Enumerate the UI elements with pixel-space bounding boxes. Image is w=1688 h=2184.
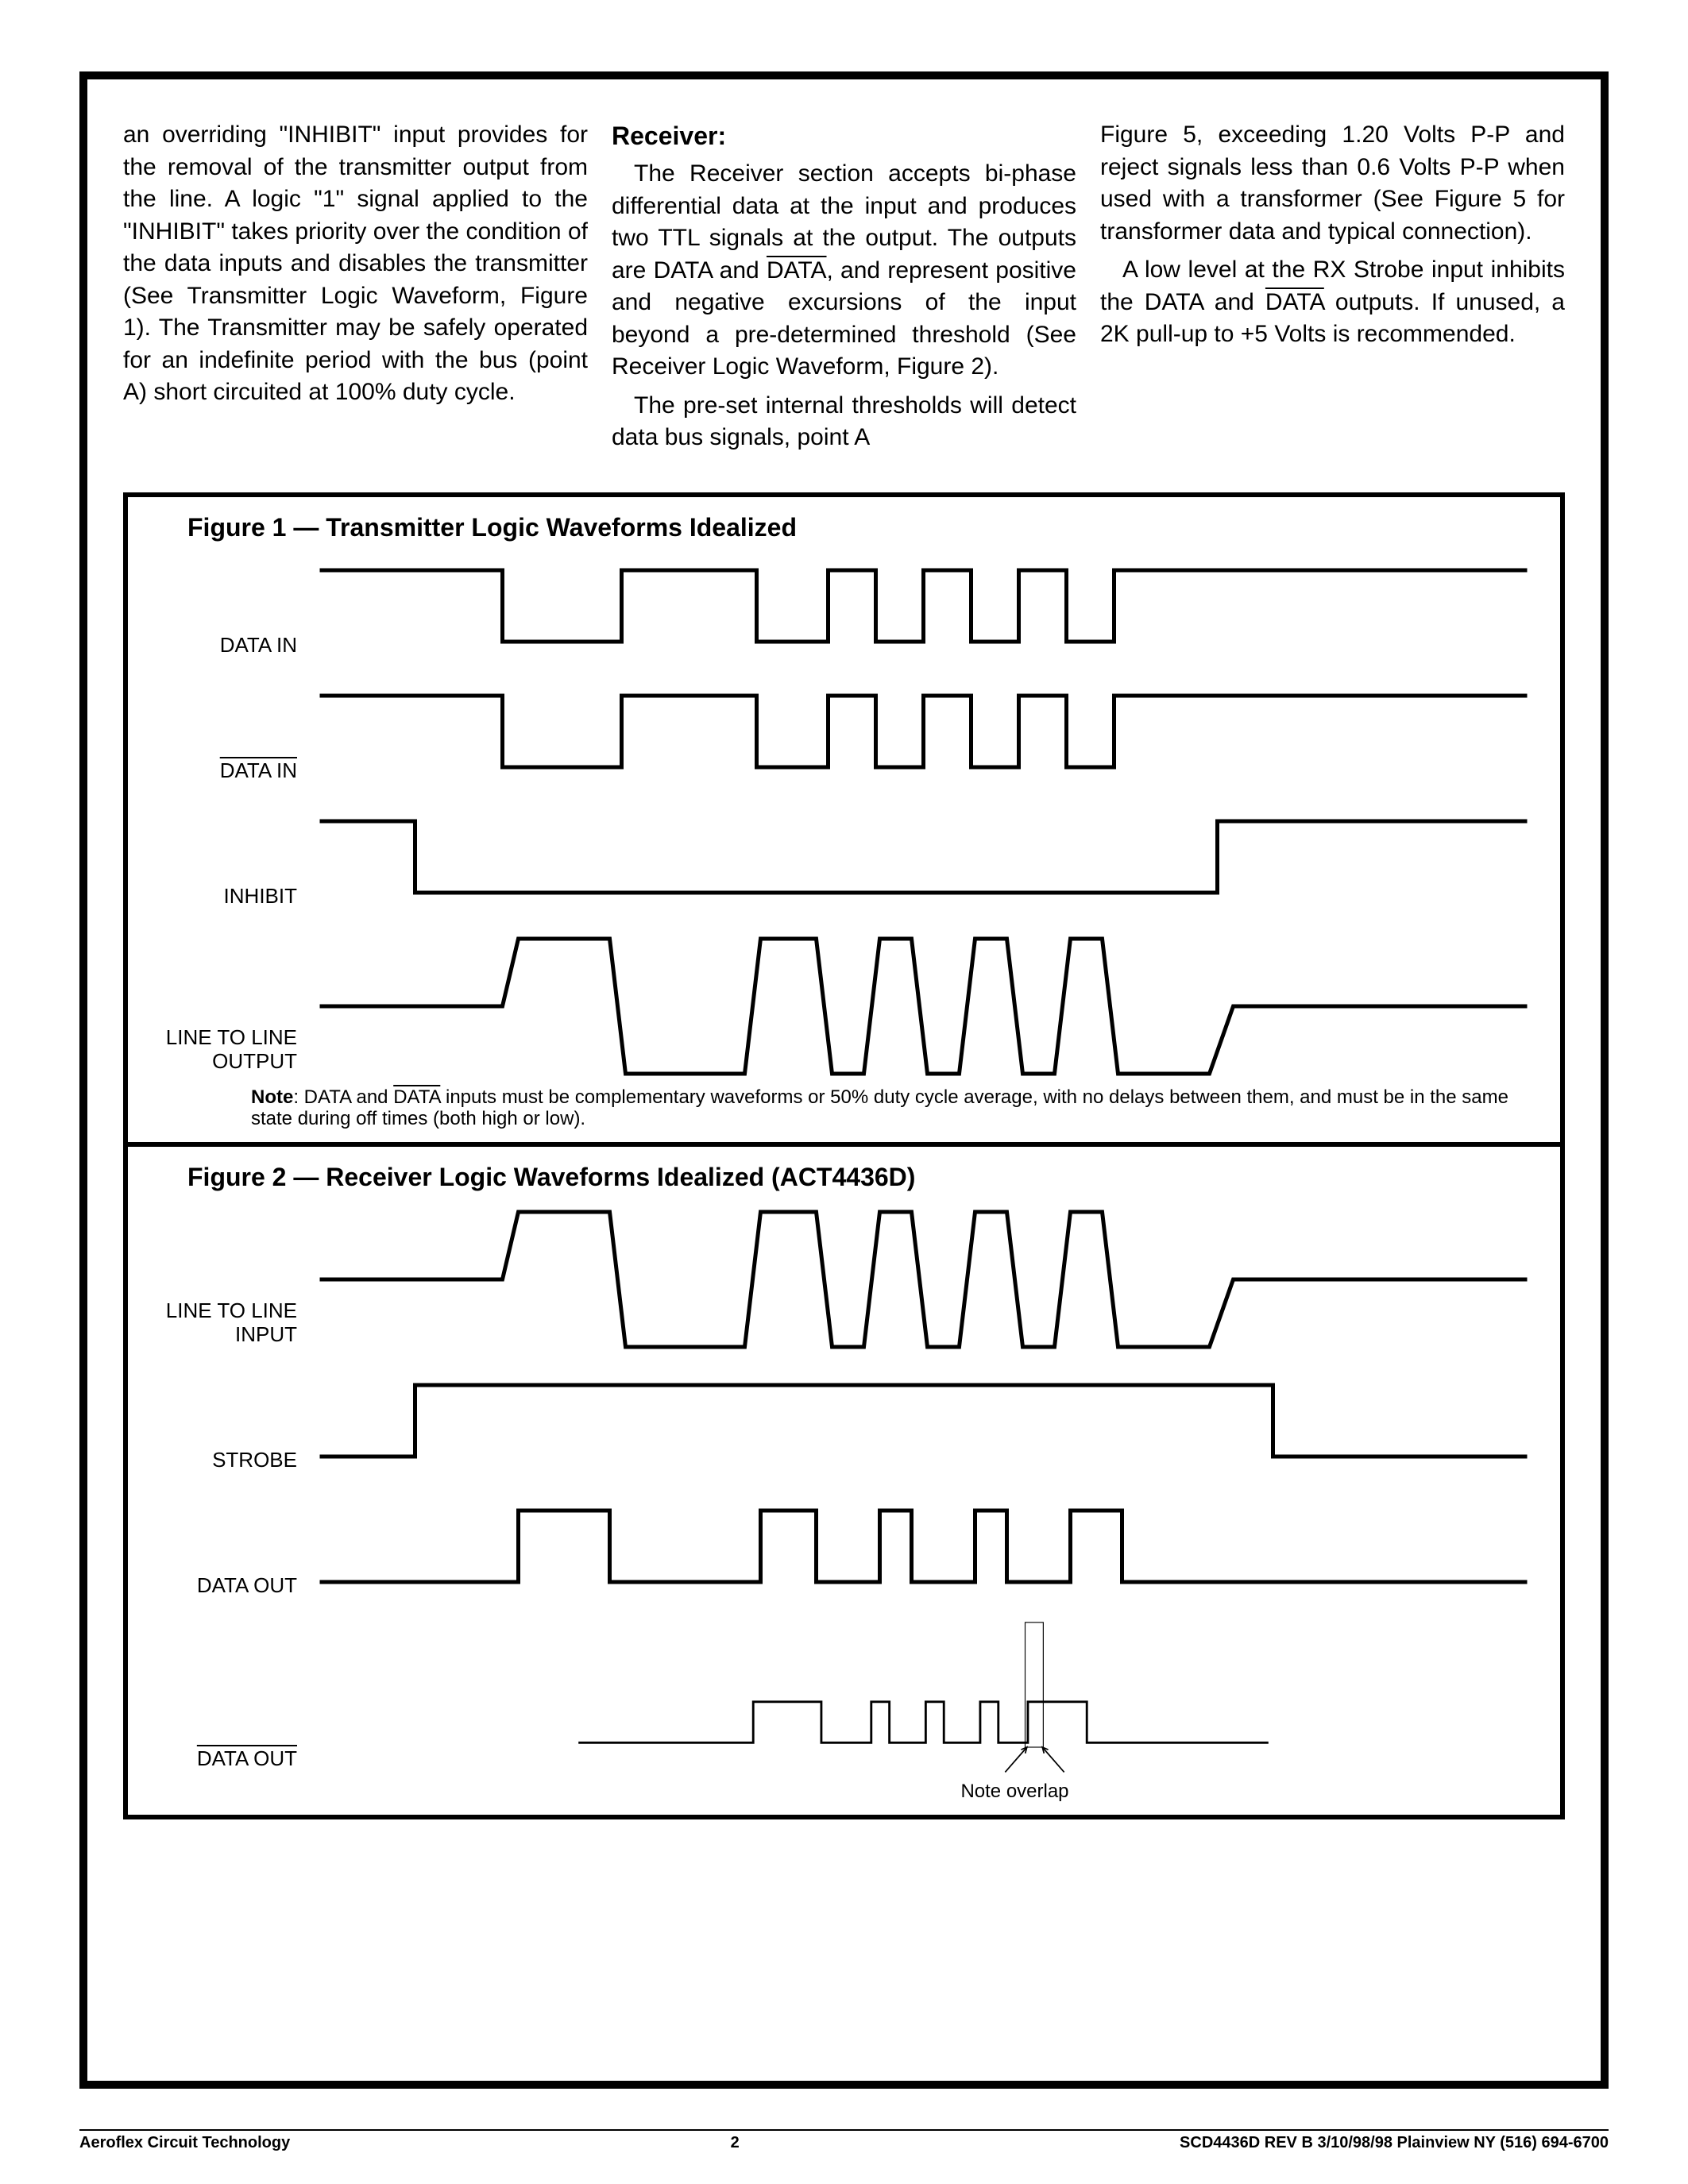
figure-1-note: Note: DATA and DATA inputs must be compl… (148, 1086, 1540, 1130)
waveform-inhibit: INHIBIT (148, 805, 1540, 916)
label-data-out: DATA OUT (148, 1495, 307, 1606)
label-data-in-bar: DATA IN (148, 680, 307, 791)
page-frame: an overriding "INHIBIT" input provides f… (79, 71, 1609, 2089)
col3-paragraph-2: A low level at the RX Strobe input inhib… (1100, 254, 1565, 351)
footer-left: Aeroflex Circuit Technology (79, 2134, 290, 2152)
figure-1-title: Figure 1 — Transmitter Logic Waveforms I… (148, 513, 1540, 542)
waveform-data-out-bar: DATA OUT (148, 1620, 1540, 1779)
overlap-arrows (1005, 1747, 1064, 1772)
waveform-strobe: STROBE (148, 1369, 1540, 1480)
label-strobe: STROBE (148, 1369, 307, 1480)
waveform-data-in-bar: DATA IN (148, 680, 1540, 791)
wave-line-output (307, 931, 1540, 1082)
wave-data-out (307, 1495, 1540, 1606)
column-3: Figure 5, exceeding 1.20 Volts P-P and r… (1100, 119, 1565, 461)
wave-line-input (307, 1204, 1540, 1355)
label-line-input: LINE TO LINE INPUT (148, 1204, 307, 1355)
wave-strobe (307, 1369, 1540, 1480)
col2-paragraph-2: The pre-set internal thresholds will det… (612, 390, 1076, 454)
wave-data-in (307, 554, 1540, 666)
figure-1: Figure 1 — Transmitter Logic Waveforms I… (128, 497, 1560, 1142)
waveform-line-input: LINE TO LINE INPUT (148, 1204, 1540, 1355)
footer-right: SCD4436D REV B 3/10/98/98 Plainview NY (… (1180, 2134, 1609, 2152)
waveform-data-in: DATA IN (148, 554, 1540, 666)
waveform-data-out: DATA OUT (148, 1495, 1540, 1606)
wave-inhibit (307, 805, 1540, 916)
col3-paragraph-1: Figure 5, exceeding 1.20 Volts P-P and r… (1100, 119, 1565, 248)
text-columns: an overriding "INHIBIT" input provides f… (123, 119, 1565, 461)
label-line-output: LINE TO LINE OUTPUT (148, 931, 307, 1082)
figure-2-title: Figure 2 — Receiver Logic Waveforms Idea… (148, 1163, 1540, 1192)
note-overlap-label: Note overlap (148, 1781, 1540, 1803)
label-data-out-bar: DATA OUT (148, 1620, 307, 1779)
data-bar-text-2: DATA (1265, 289, 1324, 315)
col1-paragraph: an overriding "INHIBIT" input provides f… (123, 119, 588, 409)
column-2: Receiver: The Receiver section accepts b… (612, 119, 1076, 461)
wave-data-in-bar (307, 680, 1540, 791)
label-inhibit: INHIBIT (148, 805, 307, 916)
data-bar-text: DATA (767, 257, 827, 284)
figures-box: Figure 1 — Transmitter Logic Waveforms I… (123, 492, 1565, 1819)
page-footer: Aeroflex Circuit Technology 2 SCD4436D R… (79, 2129, 1609, 2152)
label-data-in: DATA IN (148, 554, 307, 666)
receiver-heading: Receiver: (612, 119, 1076, 153)
footer-page-number: 2 (731, 2134, 740, 2152)
waveform-line-output: LINE TO LINE OUTPUT (148, 931, 1540, 1082)
wave-data-out-bar (307, 1620, 1540, 1779)
column-1: an overriding "INHIBIT" input provides f… (123, 119, 588, 461)
figure-2: Figure 2 — Receiver Logic Waveforms Idea… (128, 1147, 1560, 1815)
col2-paragraph-1: The Receiver section accepts bi-phase di… (612, 158, 1076, 384)
